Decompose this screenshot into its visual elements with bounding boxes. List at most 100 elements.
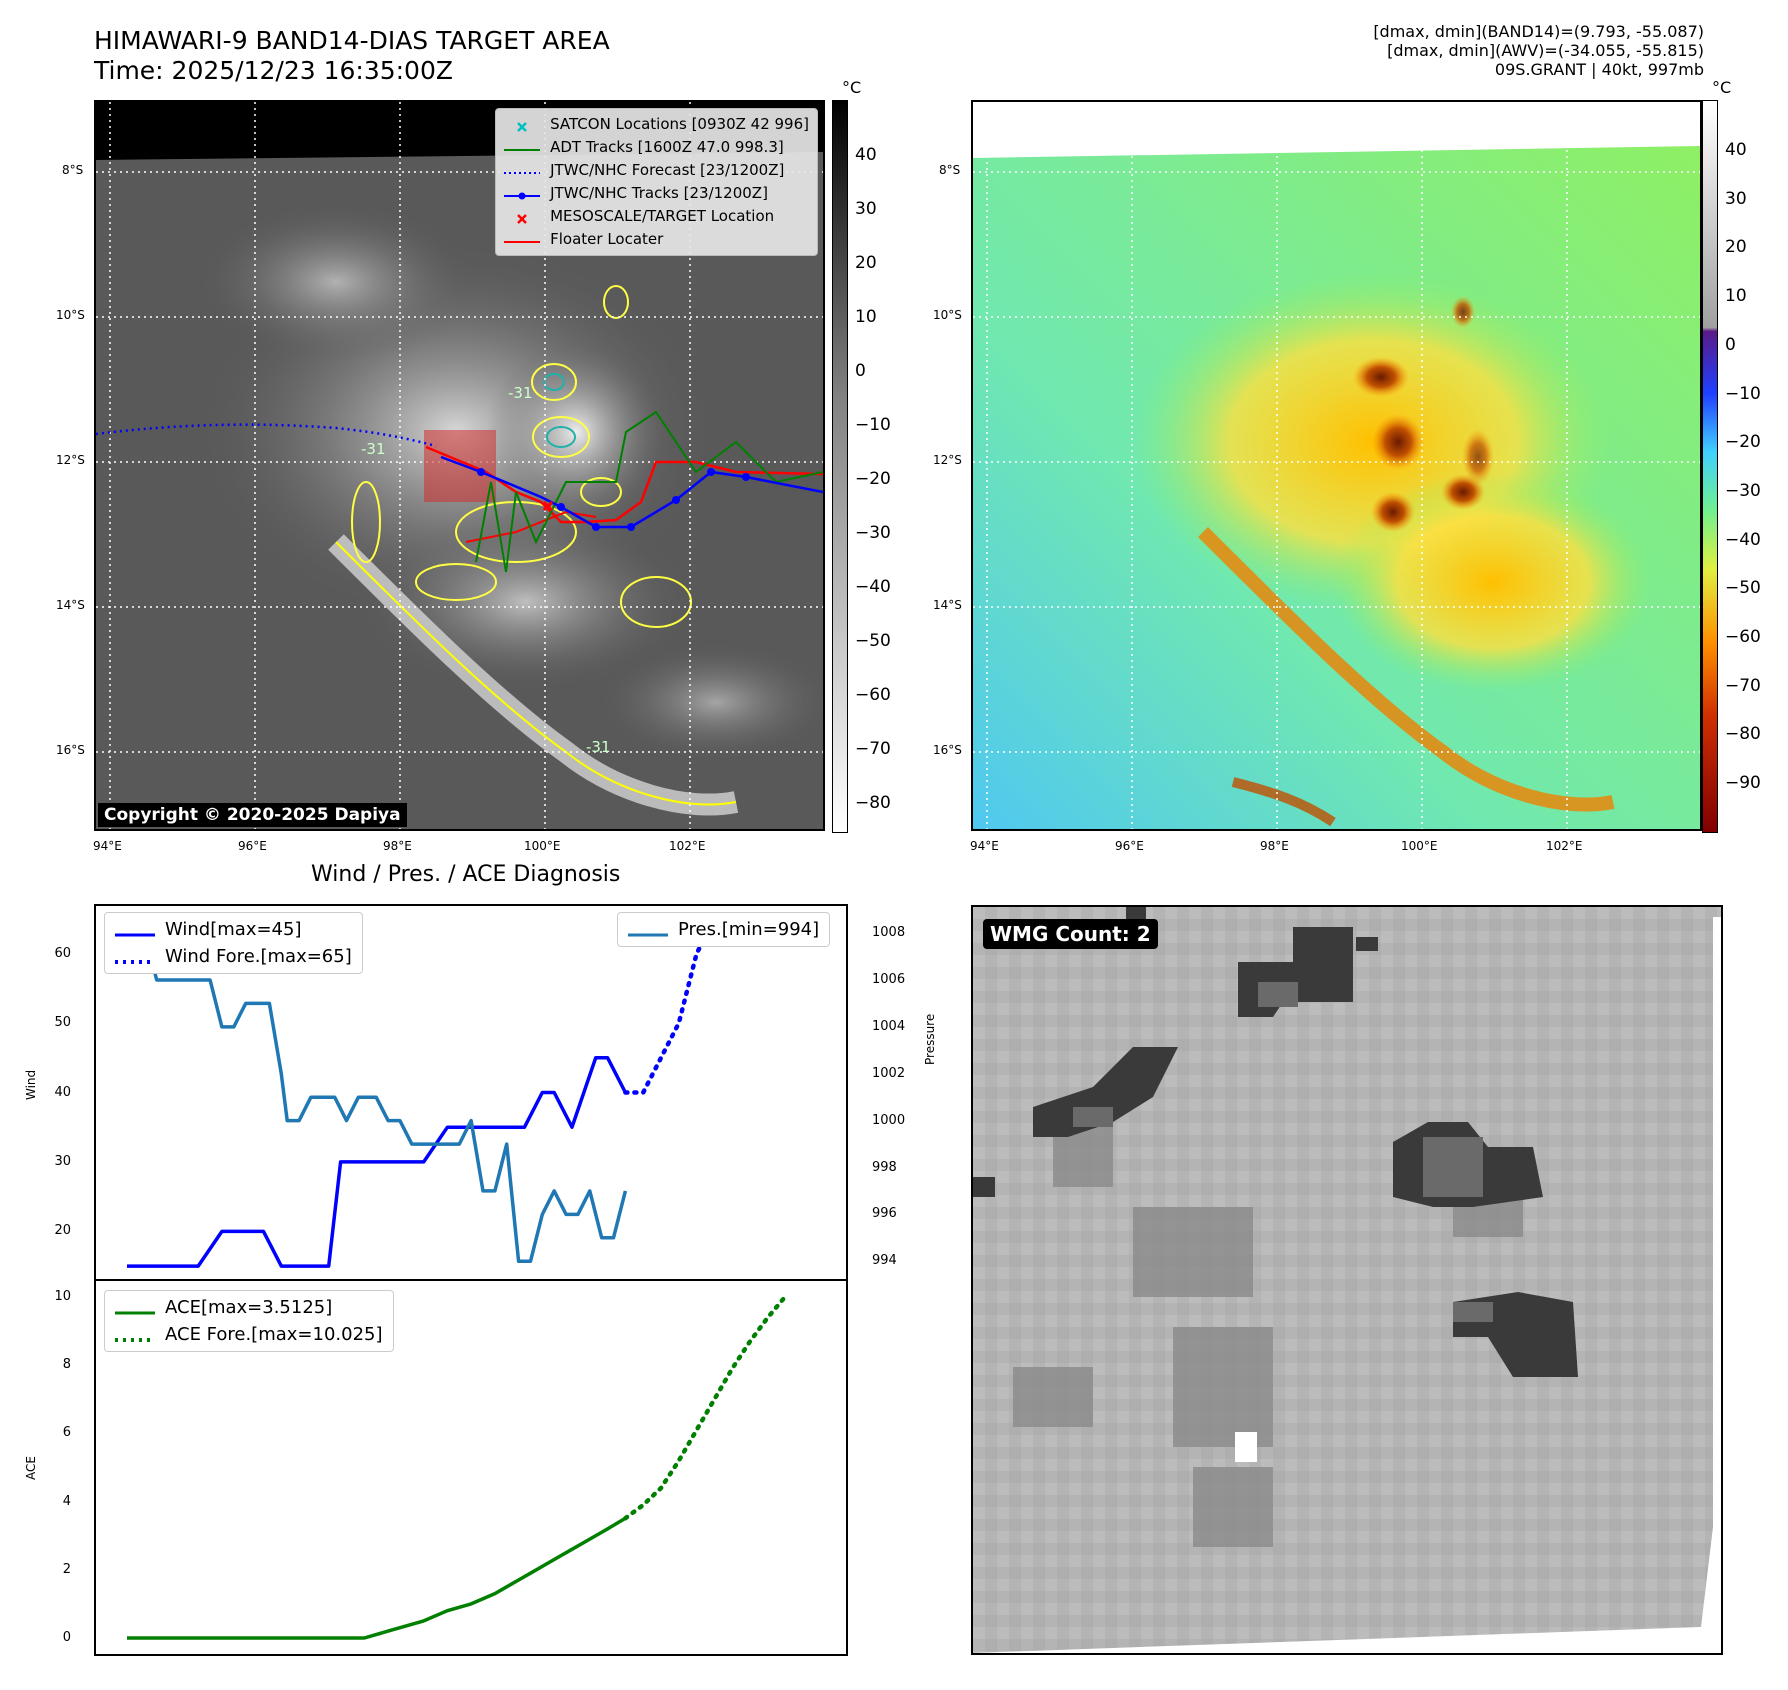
legend-adt-label: ADT Tracks [1600Z 47.0 998.3] bbox=[550, 138, 784, 156]
dotted-line-icon bbox=[115, 1328, 155, 1342]
dotted-line-icon bbox=[115, 950, 155, 964]
legend-forecast-label: JTWC/NHC Forecast [23/1200Z] bbox=[550, 161, 785, 179]
info-line-2: [dmax, dmin](AWV)=(-34.055, -55.815) bbox=[1387, 41, 1704, 60]
colorbar-tick: −90 bbox=[1725, 773, 1761, 794]
figure-time: Time: 2025/12/23 16:35:00Z bbox=[94, 56, 453, 85]
pressure-tick: 998 bbox=[872, 1159, 897, 1175]
colorbar-tick: −60 bbox=[855, 685, 891, 705]
ace-tick: 0 bbox=[62, 1629, 71, 1645]
diagnosis-title: Wind / Pres. / ACE Diagnosis bbox=[311, 862, 621, 887]
lon-label: 98°E bbox=[383, 839, 412, 853]
colorbar-tick: −40 bbox=[855, 577, 891, 597]
legend-pres: Pres.[min=994] bbox=[628, 916, 819, 943]
wind-legend: Wind[max=45] Wind Fore.[max=65] bbox=[104, 912, 363, 974]
line-icon bbox=[628, 923, 668, 937]
legend-ace-fore-label: ACE Fore.[max=10.025] bbox=[165, 1324, 383, 1345]
colorbar-tick: 10 bbox=[1725, 286, 1747, 307]
lon-label: 102°E bbox=[669, 839, 706, 853]
legend-target-label: MESOSCALE/TARGET Location bbox=[550, 207, 775, 225]
map-legend: SATCON Locations [0930Z 42 996] ADT Trac… bbox=[495, 108, 818, 256]
legend-ace: ACE[max=3.5125] bbox=[115, 1294, 383, 1321]
lat-label: 10°S bbox=[933, 308, 962, 322]
colorbar-tick: 20 bbox=[1725, 237, 1747, 258]
forecast-track bbox=[96, 423, 437, 448]
contour-label-1: -31 bbox=[508, 384, 533, 402]
colorbar-gray bbox=[832, 100, 848, 833]
colorbar-tick: 40 bbox=[855, 145, 877, 165]
colorbar-tick: −80 bbox=[1725, 724, 1761, 745]
legend-floater: Floater Locater bbox=[504, 228, 809, 251]
pressure-tick: 996 bbox=[872, 1206, 897, 1222]
bw-satellite-image: -31 -31 -31 bbox=[96, 102, 823, 829]
wind-tick: 40 bbox=[54, 1084, 71, 1100]
dotted-line-icon bbox=[504, 164, 541, 178]
legend-ace-label: ACE[max=3.5125] bbox=[165, 1297, 333, 1318]
colorbar-tick: 20 bbox=[855, 253, 877, 273]
legend-wind: Wind[max=45] bbox=[115, 916, 352, 943]
ace-tick: 6 bbox=[62, 1425, 71, 1441]
jtwc-track bbox=[440, 455, 823, 529]
lat-label: 10°S bbox=[56, 308, 85, 322]
colorbar-tick: 0 bbox=[855, 361, 866, 381]
pressure-tick: 1002 bbox=[872, 1065, 906, 1081]
lon-label: 96°E bbox=[238, 839, 267, 853]
colorbar-tick: −50 bbox=[855, 631, 891, 651]
wind-tick: 20 bbox=[54, 1223, 71, 1239]
lon-label: 100°E bbox=[524, 839, 561, 853]
lon-label: 100°E bbox=[1401, 839, 1438, 853]
contour-group bbox=[351, 285, 692, 628]
target-box bbox=[424, 430, 496, 502]
colorbar-tick: 30 bbox=[855, 199, 877, 219]
info-line-3: 09S.GRANT | 40kt, 997mb bbox=[1494, 60, 1704, 79]
lon-label: 98°E bbox=[1260, 839, 1289, 853]
legend-jtwc-label: JTWC/NHC Tracks [23/1200Z] bbox=[550, 184, 768, 202]
ace-tick: 2 bbox=[62, 1561, 71, 1577]
legend-adt: ADT Tracks [1600Z 47.0 998.3] bbox=[504, 136, 809, 159]
lon-label: 94°E bbox=[970, 839, 999, 853]
line-icon bbox=[504, 141, 541, 155]
colorbar-gray-unit: °C bbox=[842, 78, 862, 97]
colorbar-tick: −30 bbox=[855, 523, 891, 543]
colorbar-tick: −70 bbox=[855, 739, 891, 759]
line-dot-icon bbox=[504, 187, 541, 201]
legend-target: MESOSCALE/TARGET Location bbox=[504, 205, 809, 228]
lon-label: 94°E bbox=[93, 839, 122, 853]
legend-forecast: JTWC/NHC Forecast [23/1200Z] bbox=[504, 159, 809, 182]
contour-label-3: -31 bbox=[586, 738, 611, 756]
x-marker-icon bbox=[504, 210, 540, 224]
wind-tick: 50 bbox=[54, 1015, 71, 1031]
pressure-line bbox=[127, 931, 628, 1264]
wmg-count-badge: WMG Count: 2 bbox=[983, 919, 1158, 949]
copyright-badge: Copyright © 2020-2025 Dapiya bbox=[98, 803, 407, 827]
legend-wind-fore: Wind Fore.[max=65] bbox=[115, 943, 352, 970]
ace-forecast-line bbox=[623, 1293, 788, 1521]
floater-track bbox=[425, 445, 823, 524]
lat-label: 16°S bbox=[56, 743, 85, 757]
lat-label: 16°S bbox=[933, 743, 962, 757]
ace-tick: 8 bbox=[62, 1357, 71, 1373]
pressure-tick: 994 bbox=[872, 1253, 897, 1269]
pressure-legend: Pres.[min=994] bbox=[617, 912, 831, 947]
pressure-tick: 1000 bbox=[872, 1112, 906, 1128]
line-icon bbox=[115, 923, 155, 937]
line-icon bbox=[115, 1301, 155, 1315]
legend-wind-label: Wind[max=45] bbox=[165, 919, 302, 940]
colorbar-tick: 30 bbox=[1725, 188, 1747, 209]
ace-frame bbox=[94, 1279, 848, 1656]
wmg-warm-pixel bbox=[1235, 1432, 1257, 1462]
colorbar-tick: 10 bbox=[855, 307, 877, 327]
pressure-tick: 1004 bbox=[872, 1018, 906, 1034]
adt-track bbox=[475, 410, 823, 573]
lat-label: 8°S bbox=[62, 163, 84, 177]
wind-tick: 60 bbox=[54, 945, 71, 961]
legend-wind-fore-label: Wind Fore.[max=65] bbox=[165, 946, 352, 967]
x-marker-icon bbox=[504, 118, 540, 132]
colorbar-color-unit: °C bbox=[1712, 78, 1732, 97]
colorbar-tick: −40 bbox=[1725, 529, 1761, 550]
info-block: [dmax, dmin](BAND14)=(9.793, -55.087) [d… bbox=[1373, 22, 1704, 79]
contour-label-2: -31 bbox=[361, 440, 386, 458]
wind-tick: 30 bbox=[54, 1153, 71, 1169]
legend-satcon-label: SATCON Locations [0930Z 42 996] bbox=[550, 115, 809, 133]
wmg-panel: WMG Count: 2 bbox=[971, 905, 1723, 1655]
colorbar-tick: 0 bbox=[1725, 334, 1736, 355]
